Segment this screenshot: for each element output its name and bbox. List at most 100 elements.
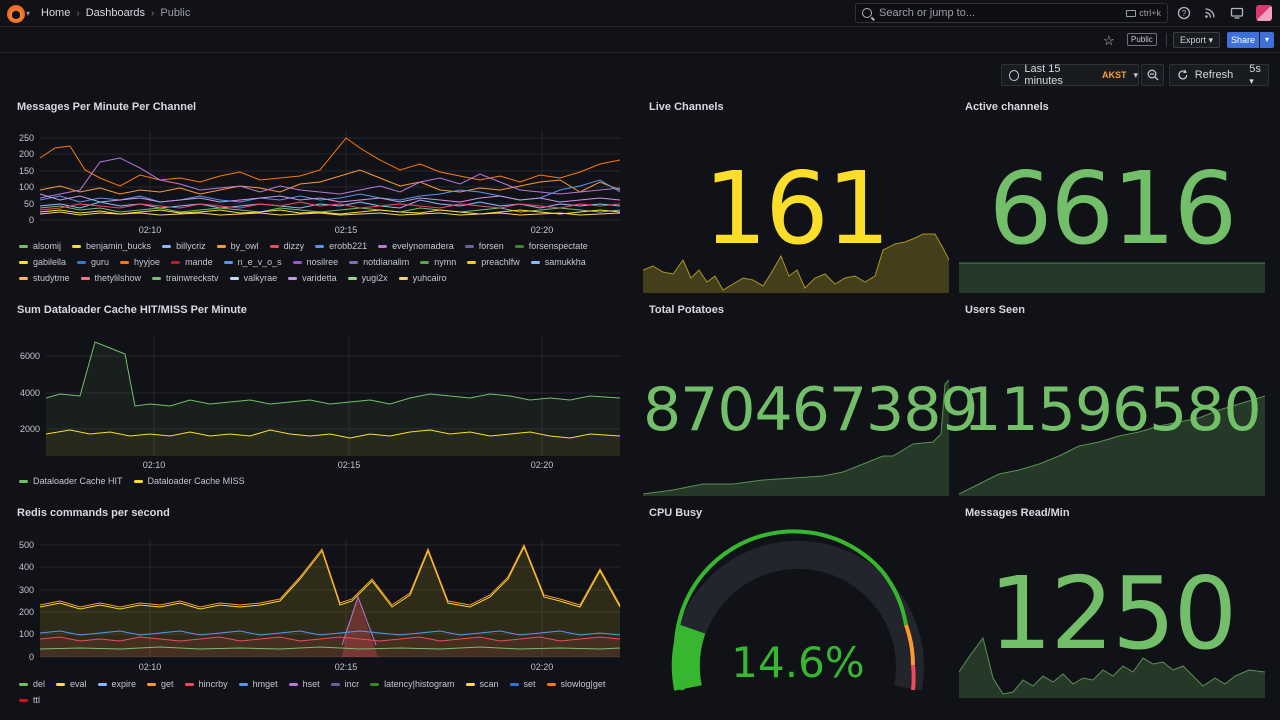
panel-title-total-potatoes[interactable]: Total Potatoes <box>649 304 724 316</box>
legend-item[interactable]: hincrby <box>184 678 228 690</box>
y-tick: 150 <box>19 166 34 176</box>
panel-title-users-seen[interactable]: Users Seen <box>965 304 1025 316</box>
legend-item[interactable]: ttl <box>19 694 40 706</box>
y-tick: 2000 <box>20 424 40 434</box>
legend-swatch <box>19 276 28 280</box>
legend-item[interactable]: gabilella <box>19 256 66 268</box>
panel-title-dataloader[interactable]: Sum Dataloader Cache HIT/MISS Per Minute <box>17 304 247 316</box>
panel-title-cpu-busy[interactable]: CPU Busy <box>649 507 703 519</box>
panel-title-messages-per-minute[interactable]: Messages Per Minute Per Channel <box>17 101 197 113</box>
legend-item[interactable]: Dataloader Cache MISS <box>133 475 245 487</box>
legend-item[interactable]: latency|histogram <box>370 678 455 690</box>
messages-per-minute-chart[interactable]: 250 200 150 100 50 0 02:10 02:15 02:20 <box>0 120 630 235</box>
legend-item[interactable]: valkyrae <box>229 272 277 284</box>
legend-item[interactable]: benjamin_bucks <box>72 240 151 252</box>
legend-item[interactable]: billycriz <box>162 240 206 252</box>
legend-label: trainwreckstv <box>166 273 219 283</box>
legend-item[interactable]: set <box>509 678 536 690</box>
legend-item[interactable]: alsomij <box>19 240 61 252</box>
time-range-picker[interactable]: Last 15 minutes AKST ▾ <box>1001 63 1139 87</box>
legend-item[interactable]: evelynomadera <box>378 240 454 252</box>
legend-label: nosilree <box>306 257 339 267</box>
active-channels-sparkline <box>959 262 1265 293</box>
legend-item[interactable]: slowlog|get <box>546 678 606 690</box>
legend-item[interactable]: scan <box>465 678 499 690</box>
share-button[interactable]: Share <box>1227 32 1259 48</box>
panel-title-messages-read[interactable]: Messages Read/Min <box>965 507 1070 519</box>
panel-title-redis[interactable]: Redis commands per second <box>17 507 170 519</box>
redis-commands-chart[interactable]: 500 400 300 200 100 0 02:10 02:15 02:20 <box>0 535 630 675</box>
chevron-right-icon: › <box>151 7 155 19</box>
legend-label: nymn <box>434 257 457 267</box>
legend-item[interactable]: expire <box>97 678 136 690</box>
rss-news-icon[interactable] <box>1203 6 1217 20</box>
legend-label: slowlog|get <box>560 679 606 689</box>
legend-item[interactable]: trainwreckstv <box>152 272 219 284</box>
legend-item[interactable]: preachlfw <box>467 256 520 268</box>
refresh-button[interactable]: Refresh 5s ▾ <box>1169 63 1269 87</box>
legend-item[interactable]: mande <box>171 256 213 268</box>
y-tick: 200 <box>19 607 34 617</box>
shortcut-text: ctrl+k <box>1139 8 1161 18</box>
total-potatoes-value: 870467389 <box>643 375 979 445</box>
panel-title-live-channels[interactable]: Live Channels <box>649 101 724 113</box>
legend-swatch <box>19 682 28 686</box>
legend-item[interactable]: dizzy <box>269 240 304 252</box>
legend-item[interactable]: forsen <box>464 240 504 252</box>
legend-item[interactable]: nymn <box>420 256 456 268</box>
legend-swatch <box>378 244 388 248</box>
legend-label: incr <box>344 679 360 689</box>
legend-item[interactable]: forsenspectate <box>514 240 588 252</box>
y-tick: 6000 <box>20 351 40 361</box>
legend-item[interactable]: yugi2x <box>347 272 388 284</box>
legend-item[interactable]: hyyjoe <box>120 256 160 268</box>
legend-item[interactable]: yuhcairo <box>398 272 447 284</box>
legend-swatch <box>162 244 172 248</box>
legend-item[interactable]: studytme <box>19 272 70 284</box>
search-icon <box>862 8 872 18</box>
breadcrumb-home[interactable]: Home <box>41 7 71 19</box>
legend-label: alsomij <box>33 241 62 251</box>
dataloader-legend: Dataloader Cache HIT Dataloader Cache MIS… <box>19 475 629 487</box>
legend-item[interactable]: get <box>147 678 174 690</box>
messages-read-value: 1250 <box>988 555 1238 672</box>
legend-item[interactable]: varidetta <box>288 272 337 284</box>
users-seen-value: 11596580 <box>963 375 1261 445</box>
legend-item[interactable]: notdianalim <box>349 256 409 268</box>
legend-item[interactable]: Dataloader Cache HIT <box>19 475 123 487</box>
star-icon[interactable]: ☆ <box>1103 33 1115 48</box>
panel-title-active-channels[interactable]: Active channels <box>965 101 1049 113</box>
legend-item[interactable]: guru <box>77 256 109 268</box>
legend-swatch <box>330 682 340 686</box>
legend-item[interactable]: thetylilshow <box>80 272 141 284</box>
legend-swatch <box>152 276 162 280</box>
breadcrumb-dashboards[interactable]: Dashboards <box>85 7 146 19</box>
legend-item[interactable]: samukkha <box>530 256 586 268</box>
legend-item[interactable]: erobb221 <box>315 240 367 252</box>
legend-item[interactable]: hmget <box>238 678 278 690</box>
legend-label: latency|histogram <box>384 679 455 689</box>
zoom-out-button[interactable] <box>1141 64 1164 86</box>
user-avatar[interactable] <box>1256 5 1272 21</box>
y-tick: 100 <box>19 182 34 192</box>
help-icon[interactable]: ? <box>1177 6 1191 20</box>
legend-item[interactable]: eval <box>56 678 87 690</box>
legend-item[interactable]: n_e_v_o_s <box>223 256 282 268</box>
legend-item[interactable]: del <box>19 678 45 690</box>
tv-mode-icon[interactable] <box>1230 6 1244 20</box>
search-input[interactable]: Search or jump to... ctrl+k <box>855 3 1168 23</box>
refresh-interval-picker[interactable]: 5s ▾ <box>1249 63 1268 87</box>
messages-read-sparkline <box>959 636 1265 698</box>
export-button[interactable]: Export ▾ <box>1173 32 1221 48</box>
toolbar-divider <box>1166 33 1167 47</box>
legend-item[interactable]: incr <box>330 678 360 690</box>
legend-item[interactable]: nosilree <box>292 256 339 268</box>
total-potatoes-sparkline <box>643 380 949 496</box>
legend-item[interactable]: hset <box>288 678 320 690</box>
share-options-chevron-icon[interactable]: ▾ <box>1260 32 1274 48</box>
legend-swatch <box>370 682 380 686</box>
grafana-logo-icon[interactable] <box>7 5 25 23</box>
dataloader-chart[interactable]: 6000 4000 2000 02:10 02:15 02:20 <box>0 330 630 470</box>
legend-item[interactable]: by_owl <box>216 240 259 252</box>
chevron-down-icon[interactable]: ▾ <box>26 9 31 18</box>
